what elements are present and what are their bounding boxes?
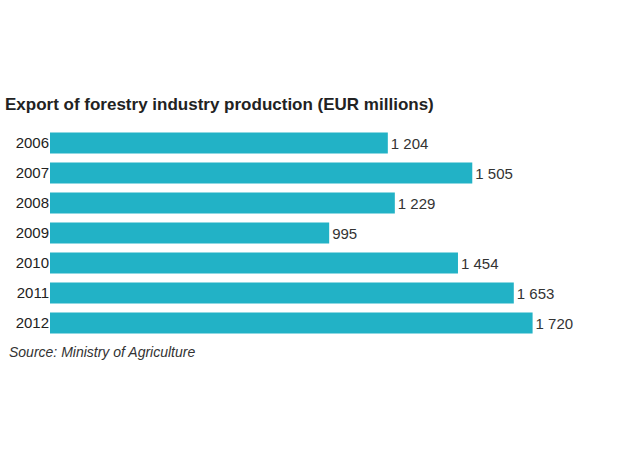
svg-text:1 720: 1 720 xyxy=(536,315,574,332)
svg-text:1 229: 1 229 xyxy=(398,195,436,212)
svg-text:2011: 2011 xyxy=(17,284,49,301)
svg-text:2009: 2009 xyxy=(16,224,49,241)
svg-text:Export of forestry industry pr: Export of forestry industry production (… xyxy=(5,95,434,114)
svg-text:995: 995 xyxy=(332,225,357,242)
svg-text:2008: 2008 xyxy=(16,194,49,211)
svg-text:1 505: 1 505 xyxy=(475,165,513,182)
svg-text:Source: Ministry of Agricultur: Source: Ministry of Agriculture xyxy=(9,344,195,360)
svg-text:2010: 2010 xyxy=(16,254,49,271)
svg-text:1 454: 1 454 xyxy=(461,255,499,272)
svg-text:2006: 2006 xyxy=(16,134,49,151)
svg-text:2012: 2012 xyxy=(16,314,49,331)
svg-text:2007: 2007 xyxy=(16,164,49,181)
svg-text:1 653: 1 653 xyxy=(517,285,555,302)
svg-text:1 204: 1 204 xyxy=(391,135,429,152)
